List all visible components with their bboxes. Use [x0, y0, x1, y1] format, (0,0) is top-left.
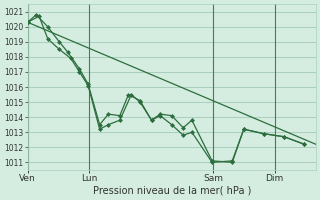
X-axis label: Pression niveau de la mer( hPa ): Pression niveau de la mer( hPa ): [92, 186, 251, 196]
